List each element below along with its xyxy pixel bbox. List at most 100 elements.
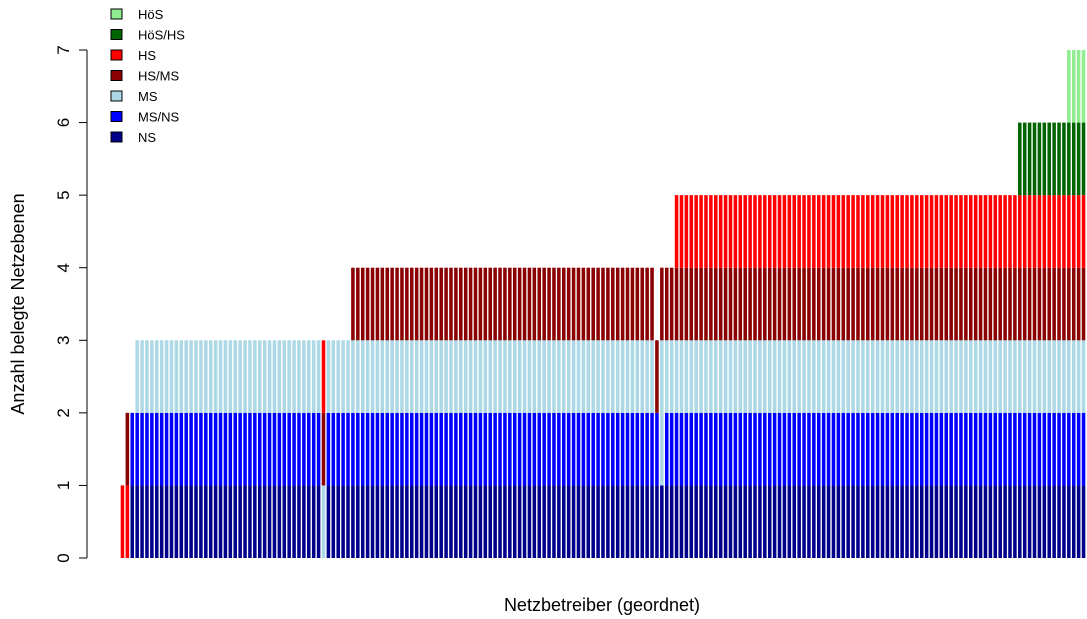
bar-segment	[233, 340, 237, 413]
bar-segment	[174, 412, 179, 486]
bar-segment	[905, 412, 909, 486]
bar-segment	[424, 340, 429, 413]
bar-segment	[189, 340, 193, 413]
bar-segment	[831, 195, 836, 268]
bar-segment	[738, 195, 743, 268]
bar-segment	[709, 340, 713, 413]
bar-segment	[983, 485, 988, 558]
bar-segment	[856, 340, 860, 413]
bar-segment	[816, 412, 821, 486]
bar-segment	[517, 267, 522, 341]
bar-segment	[410, 485, 414, 558]
bar-segment	[684, 412, 689, 486]
bar-segment	[797, 195, 801, 268]
bar-segment	[527, 340, 532, 413]
bar-segment	[233, 412, 237, 486]
bar-segment	[566, 340, 571, 413]
bar-segment	[483, 340, 488, 413]
bar-segment	[218, 485, 223, 558]
bar-segment	[767, 267, 772, 341]
bar-segment	[375, 340, 380, 413]
bar-segment	[174, 485, 179, 558]
bar-segment	[483, 412, 488, 486]
bar-segment	[1052, 195, 1056, 268]
bar-segment	[552, 485, 556, 558]
bar-segment	[1071, 195, 1076, 268]
bar-segment	[650, 267, 654, 341]
bar-segment	[993, 195, 998, 268]
bar-segment	[400, 485, 404, 558]
bar-segment	[723, 195, 728, 268]
bar-segment	[468, 267, 473, 341]
bar-segment	[978, 412, 983, 486]
bar-segment	[571, 485, 576, 558]
bar-segment	[915, 340, 919, 413]
bar-segment	[488, 340, 492, 413]
bar-segment	[571, 340, 576, 413]
bar-segment	[1052, 267, 1056, 341]
bar-segment	[444, 485, 448, 558]
bar-segment	[150, 412, 154, 486]
bar-segment	[939, 340, 944, 413]
y-axis-title: Anzahl belegte Netzebenen	[8, 193, 28, 414]
bar-segment	[875, 267, 880, 341]
bar-segment	[674, 195, 679, 268]
legend-item: HöS	[110, 7, 164, 22]
bar-segment	[346, 412, 350, 486]
bar-segment	[611, 340, 615, 413]
bars-group	[120, 50, 1086, 558]
bar-segment	[414, 485, 419, 558]
bar-segment	[767, 412, 772, 486]
bar-segment	[532, 267, 537, 341]
bar-segment	[586, 340, 591, 413]
bar-segment	[998, 340, 1002, 413]
bar-segment	[174, 340, 179, 413]
bar-segment	[1062, 412, 1066, 486]
bar-segment	[576, 412, 581, 486]
bar-segment	[1081, 485, 1086, 558]
bar-segment	[532, 412, 537, 486]
bar-segment	[866, 412, 870, 486]
bar-segment	[910, 485, 914, 558]
bar-segment	[468, 340, 473, 413]
bar-segment	[159, 485, 164, 558]
bar-segment	[120, 485, 125, 558]
bar-segment	[723, 485, 728, 558]
bar-segment	[596, 412, 600, 486]
bar-segment	[527, 412, 532, 486]
bar-segment	[1052, 412, 1056, 486]
bar-segment	[1057, 485, 1061, 558]
bar-segment	[831, 485, 836, 558]
bar-segment	[248, 340, 252, 413]
bar-segment	[929, 412, 934, 486]
bar-segment	[522, 485, 527, 558]
bar-segment	[272, 412, 277, 486]
bar-segment	[777, 412, 782, 486]
bar-segment	[885, 267, 890, 341]
bar-segment	[537, 267, 542, 341]
y-tick-label: 5	[54, 190, 73, 199]
bar-segment	[360, 485, 365, 558]
bar-segment	[253, 485, 257, 558]
bar-segment	[512, 267, 517, 341]
bar-segment	[503, 267, 507, 341]
bar-segment	[846, 485, 850, 558]
bar-segment	[410, 412, 414, 486]
bar-segment	[900, 412, 904, 486]
bar-segment	[1037, 485, 1042, 558]
bar-segment	[400, 340, 404, 413]
bar-segment	[517, 412, 522, 486]
bar-segment	[880, 485, 885, 558]
bar-segment	[782, 485, 787, 558]
bar-segment	[581, 267, 586, 341]
bar-segment	[385, 267, 390, 341]
bar-segment	[1047, 122, 1051, 196]
bar-segment	[365, 267, 370, 341]
bar-segment	[429, 485, 434, 558]
bar-segment	[635, 267, 640, 341]
bar-segment	[434, 485, 439, 558]
bar-segment	[826, 485, 831, 558]
bar-segment	[1067, 340, 1071, 413]
bar-segment	[704, 485, 708, 558]
bar-segment	[439, 412, 443, 486]
